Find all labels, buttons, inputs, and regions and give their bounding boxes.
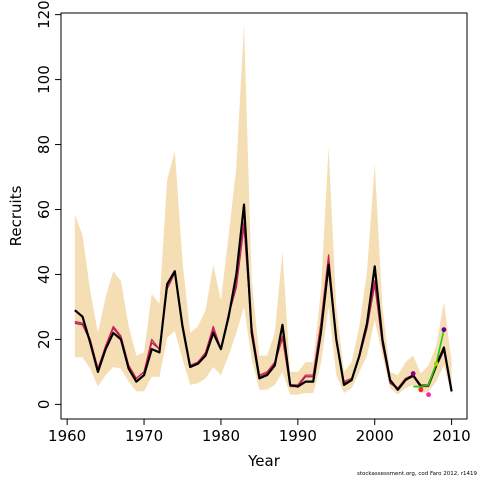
y-tick-label-0: 0 (35, 400, 53, 410)
credit-text: stockassessment.org, cod Faro 2012, r141… (356, 471, 477, 477)
retro-point-2008 (433, 361, 439, 367)
retro-point-2005 (410, 371, 416, 376)
plot-frame (60, 12, 468, 420)
y-axis: 0 20 40 60 80 100 120 (35, 0, 61, 409)
retro-point-2006 (418, 387, 424, 393)
y-axis-title: Recruits (7, 185, 25, 246)
y-tick-label-100: 100 (35, 65, 53, 94)
x-tick-label-2000: 2000 (356, 427, 394, 445)
y-tick-label-120: 120 (35, 0, 53, 29)
x-axis: 1960 1970 1980 1990 2000 2010 (48, 419, 471, 445)
y-tick-label-20: 20 (35, 330, 53, 349)
retro-point-2009 (441, 327, 447, 333)
y-tick-label-40: 40 (35, 265, 53, 284)
series-line-1 (74, 203, 453, 392)
x-tick-label-1980: 1980 (202, 427, 240, 445)
y-tick-label-60: 60 (35, 200, 53, 219)
x-tick-label-1960: 1960 (48, 427, 86, 445)
x-tick-label-1990: 1990 (279, 427, 317, 445)
confidence-band-layer (74, 24, 452, 395)
retro-point-2007 (426, 392, 431, 398)
retro-line (413, 329, 445, 388)
x-tick-label-1970: 1970 (125, 427, 163, 445)
confidence-band (74, 24, 452, 395)
y-tick-label-80: 80 (35, 135, 53, 154)
x-tick-label-2010: 2010 (433, 427, 471, 445)
retro-points-layer (410, 327, 447, 398)
x-axis-title: Year (247, 452, 281, 470)
series-lines-layer (74, 203, 453, 392)
